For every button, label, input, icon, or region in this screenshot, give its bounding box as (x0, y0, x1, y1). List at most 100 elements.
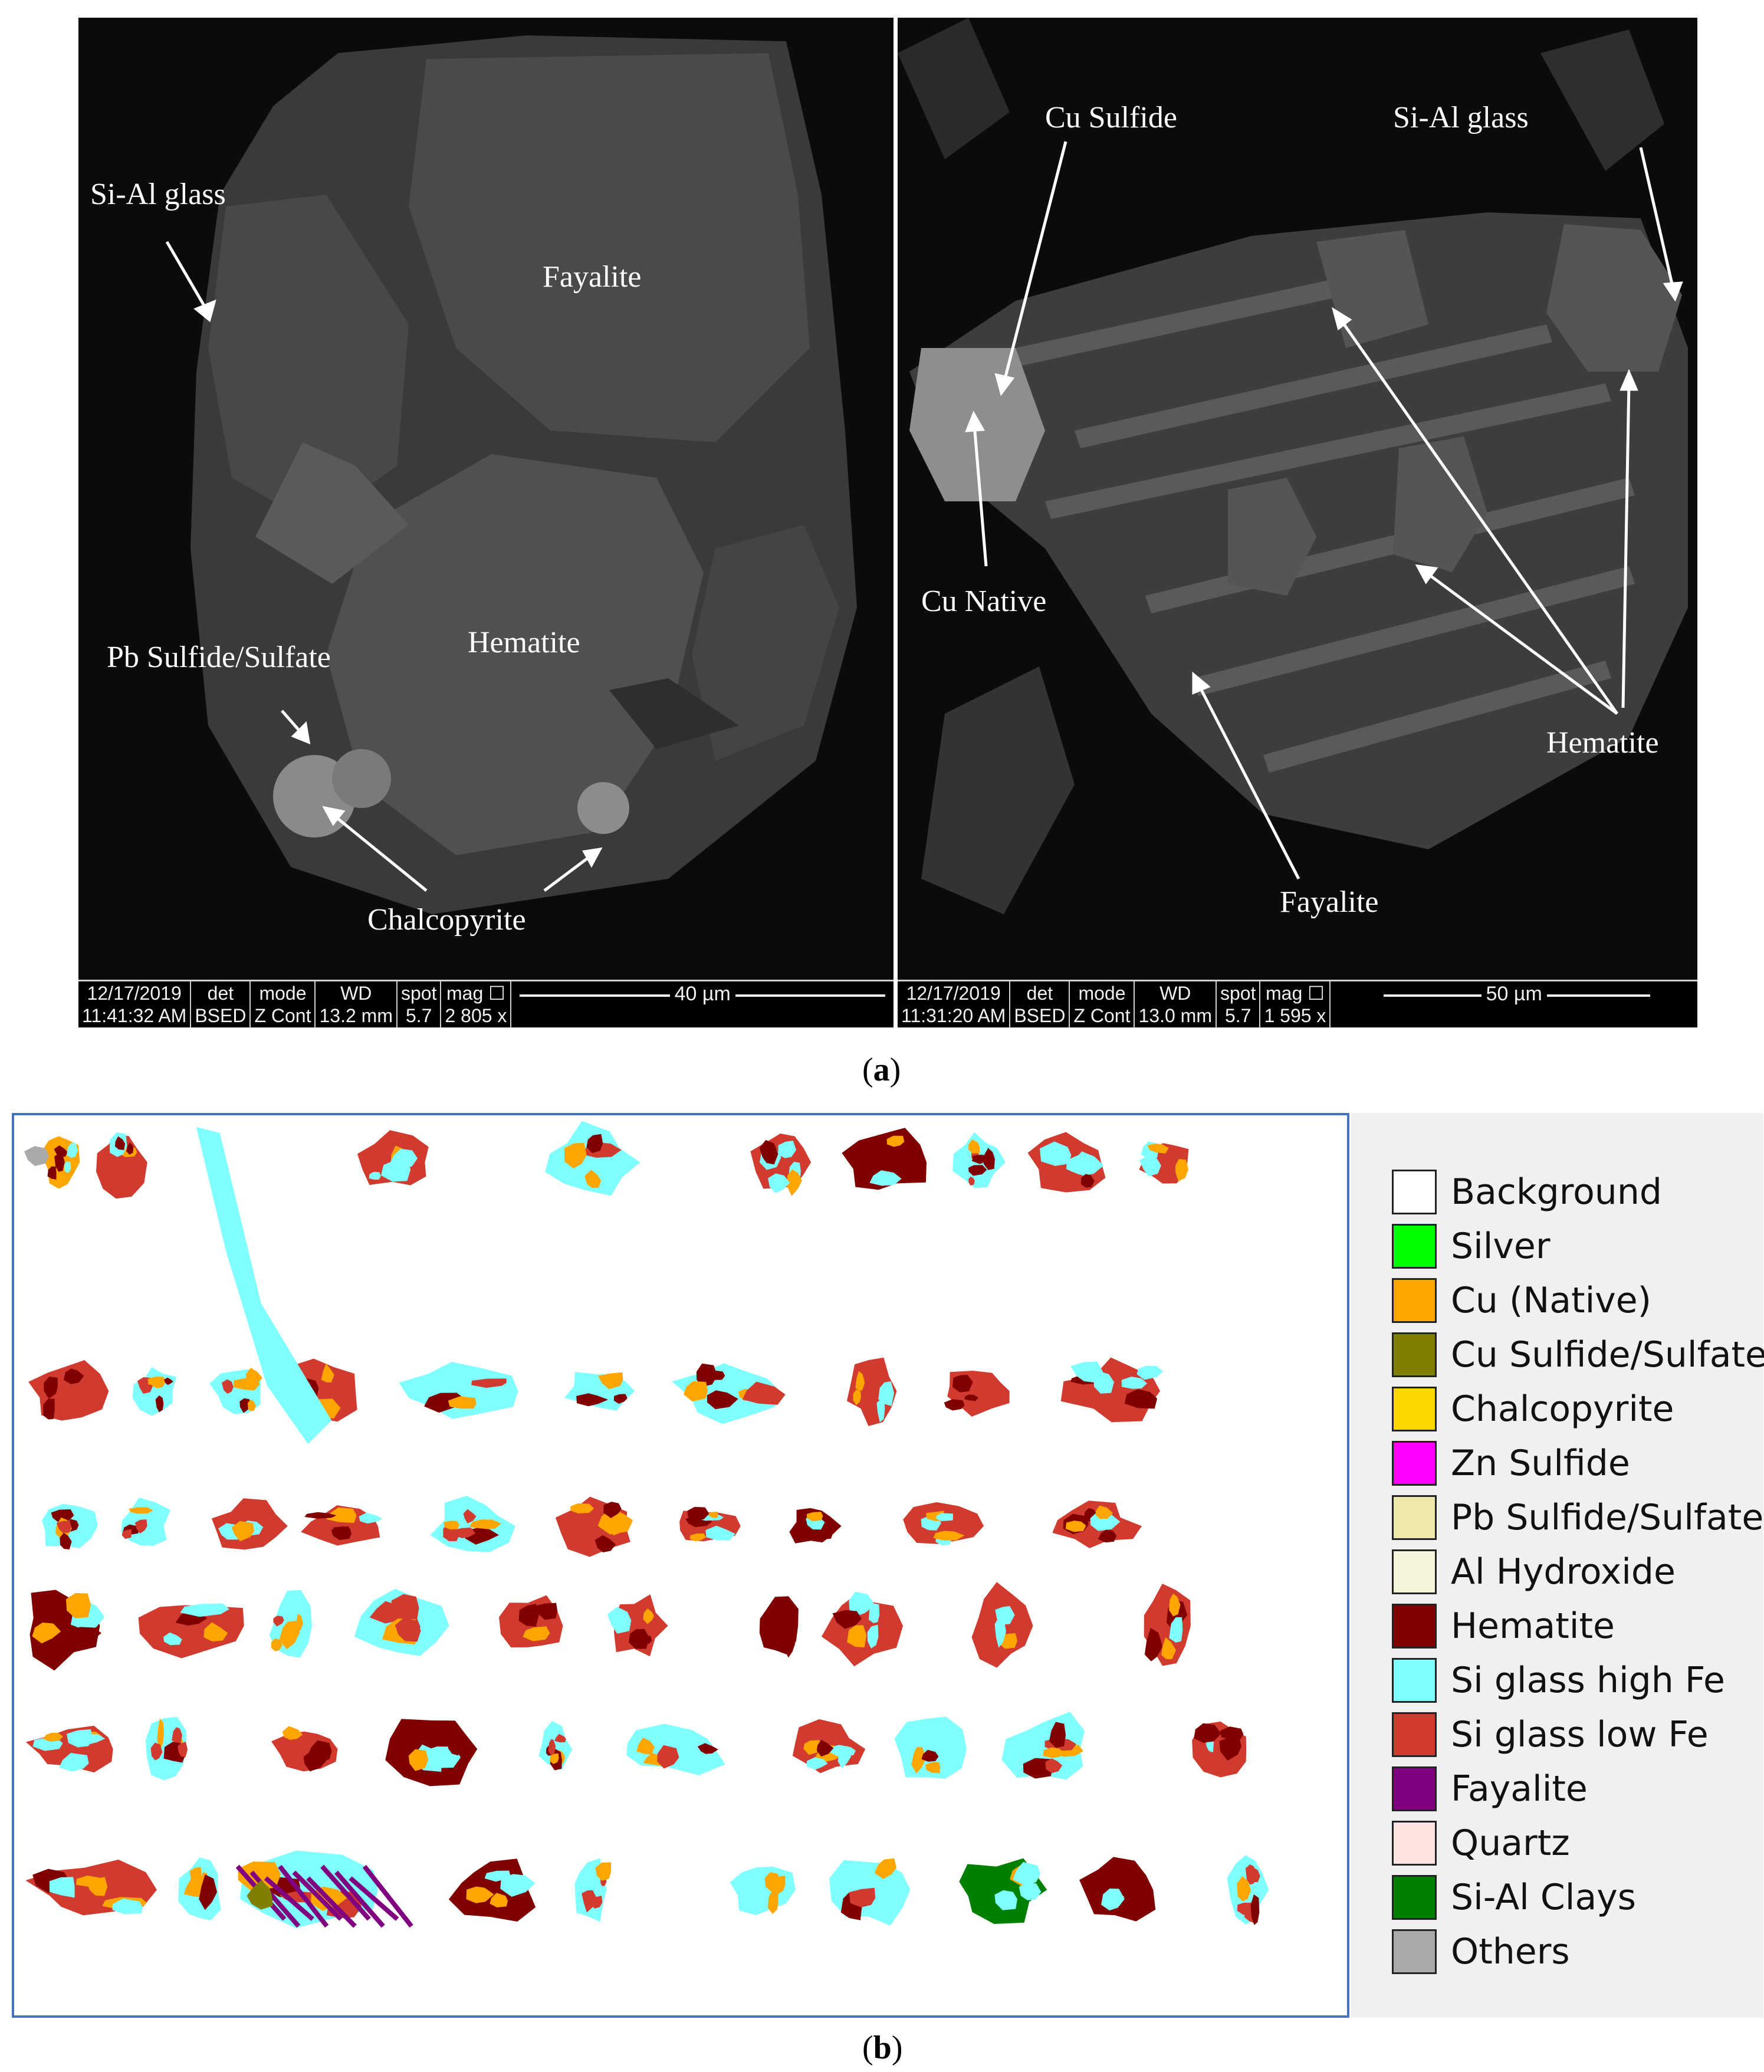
mineral-grain (742, 1381, 786, 1405)
mineral-grain (24, 1146, 49, 1166)
mineral-grain (1144, 1628, 1163, 1661)
mineral-grain (448, 1729, 462, 1756)
label-si-al-glass: Si-Al glass (1393, 101, 1529, 134)
legend-label: Cu Sulfide/Sulfate (1451, 1334, 1764, 1375)
mineral-grain (684, 1381, 708, 1402)
mineral-grain (689, 1533, 707, 1542)
mineral-grain (320, 1864, 371, 1921)
mineral-grain (855, 1371, 865, 1391)
mineral-grain (1080, 1174, 1095, 1188)
mineral-grain (247, 1399, 257, 1411)
mineral-grain (121, 1529, 132, 1539)
mineral-grain (607, 1607, 632, 1634)
info-mode: mode Z Cont (251, 981, 316, 1027)
mineral-grain (245, 1367, 262, 1388)
mineral-grain (448, 1396, 477, 1409)
mineral-grain (935, 1513, 953, 1522)
legend-swatch (1392, 1332, 1437, 1377)
mineral-grain (1194, 1723, 1221, 1743)
mineral-grain (564, 1142, 587, 1169)
mineral-grain (1049, 1722, 1066, 1748)
legend-item: Zn Sulfide (1392, 1436, 1630, 1490)
mineral-grain (64, 1161, 71, 1173)
mineral-grain (389, 1148, 418, 1171)
mineral-grain (65, 1592, 91, 1618)
legend-item: Cu (Native) (1392, 1273, 1651, 1328)
mineral-grain (767, 1173, 790, 1194)
label-cu-sulfide: Cu Sulfide (1045, 101, 1177, 134)
mineral-grain (771, 1607, 790, 1635)
mineral-grain (155, 1395, 164, 1413)
mineral-grain (778, 1140, 797, 1158)
mineral-grain (321, 1363, 334, 1383)
scale-bar: 50 µm (1331, 981, 1697, 1027)
mineral-grain (642, 1636, 652, 1644)
mineral-grain (570, 1503, 594, 1513)
mineral-grain (395, 1617, 421, 1642)
mineral-grain (964, 1394, 978, 1401)
info-wd: WD 13.2 mm (316, 981, 398, 1027)
mineral-grain (51, 1509, 74, 1523)
legend-item: Others (1392, 1925, 1570, 1979)
legend-swatch (1392, 1821, 1437, 1866)
mineral-grain (545, 1121, 640, 1196)
legend-label: Si-Al Clays (1451, 1877, 1636, 1918)
mineral-grain (1096, 1505, 1113, 1519)
mineral-grain (643, 1608, 655, 1624)
mineral-grain (1093, 1371, 1115, 1394)
mineral-grain (1101, 1889, 1125, 1911)
mineral-grain (126, 1142, 134, 1155)
label-pb-sulfide-sulfate: Pb Sulfide/Sulfate (107, 641, 331, 674)
mineral-grain (874, 1858, 897, 1879)
legend-item: Fayalite (1392, 1762, 1588, 1816)
legend-item: Silver (1392, 1219, 1551, 1273)
mineral-grain (134, 1519, 147, 1534)
legend-label: Fayalite (1451, 1768, 1588, 1810)
legend-swatch (1392, 1929, 1437, 1974)
mineral-grain (548, 1739, 556, 1756)
mineral-grain (1098, 1529, 1117, 1543)
legend-item: Si glass high Fe (1392, 1653, 1725, 1707)
mineral-grain (1248, 1867, 1260, 1883)
mineral-grain (331, 1527, 352, 1541)
mineral-grain (760, 1624, 773, 1639)
mineral-grain (1219, 1736, 1241, 1761)
mineral-grain (1250, 1894, 1260, 1925)
mineral-grain (1220, 1726, 1244, 1740)
mineral-grain (49, 1877, 75, 1898)
mineral-grain (598, 1372, 623, 1390)
mineral-grain (968, 1139, 980, 1154)
mineral-grain (806, 1512, 823, 1522)
mineral-grain (687, 1506, 709, 1522)
mineral-grain (444, 1521, 459, 1530)
mineral-grain (163, 1632, 182, 1646)
legend-item: Hematite (1392, 1599, 1615, 1653)
mineral-grain (549, 1753, 559, 1764)
mineral-grain (172, 1727, 182, 1743)
mineral-grain (823, 1532, 833, 1539)
mineral-grain (534, 1603, 558, 1620)
mineral-grain (180, 1603, 229, 1617)
mineral-grain (595, 1862, 612, 1881)
legend-swatch (1392, 1766, 1437, 1811)
label-fayalite: Fayalite (1280, 885, 1379, 919)
mineral-grain (582, 1890, 597, 1913)
mineral-grain (59, 1753, 89, 1772)
mineral-grain (399, 1362, 518, 1419)
mineral-grain (784, 1631, 796, 1658)
legend-label: Zn Sulfide (1451, 1443, 1630, 1484)
mineral-grain (837, 1746, 852, 1768)
label-chalcopyrite: Chalcopyrite (367, 903, 526, 937)
mineral-grain (847, 1625, 867, 1648)
mineral-grain (247, 1880, 273, 1910)
mineral-grain (114, 1136, 126, 1150)
mineral-grain (1147, 1143, 1169, 1154)
legend-label: Cu (Native) (1451, 1280, 1652, 1321)
legend-item: Quartz (1392, 1816, 1570, 1870)
mineral-grain (597, 1509, 633, 1535)
mineral-grain (66, 1142, 78, 1158)
legend-swatch (1392, 1604, 1437, 1649)
mineral-grain (968, 1176, 975, 1186)
mineral-grain (603, 1502, 622, 1518)
mineral-grain (523, 1626, 550, 1641)
